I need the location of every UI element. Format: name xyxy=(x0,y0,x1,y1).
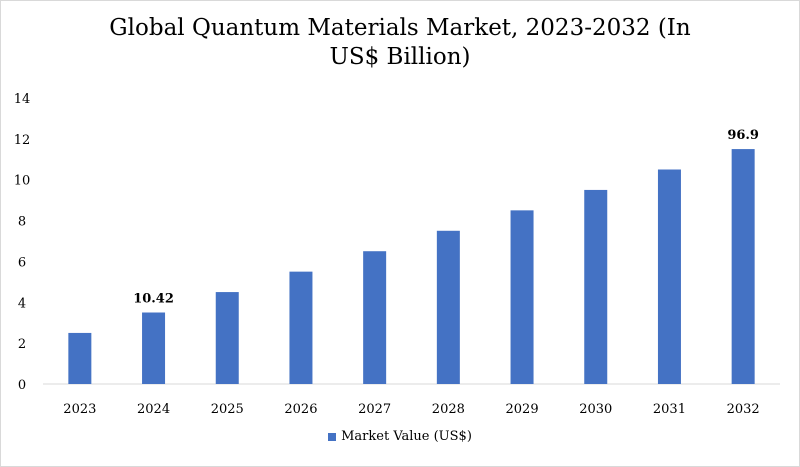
bar-2030 xyxy=(584,189,608,384)
bar-2029 xyxy=(510,210,534,384)
chart-title-line-1: Global Quantum Materials Market, 2023-20… xyxy=(109,15,691,41)
y-tick-label: 8 xyxy=(18,215,26,230)
y-tick-label: 0 xyxy=(18,378,26,393)
x-tick-label: 2023 xyxy=(63,402,96,417)
bar-2031 xyxy=(657,169,681,384)
chart-title-line-2: US$ Billion) xyxy=(329,44,471,70)
x-tick-label: 2032 xyxy=(727,402,760,417)
y-tick-label: 2 xyxy=(18,337,26,352)
x-tick-label: 2030 xyxy=(579,402,612,417)
bar-2028 xyxy=(436,230,460,384)
bar-2026 xyxy=(289,271,313,384)
x-tick-label: 2024 xyxy=(137,402,170,417)
x-tick-label: 2027 xyxy=(358,402,391,417)
y-tick-label: 4 xyxy=(18,296,26,311)
legend-swatch xyxy=(328,432,337,441)
bar-2023 xyxy=(68,332,92,384)
bar-2032 xyxy=(731,149,755,384)
legend: Market Value (US$) xyxy=(0,429,800,444)
x-tick-label: 2031 xyxy=(653,402,686,417)
y-tick-label: 6 xyxy=(18,255,26,270)
x-tick-label: 2029 xyxy=(506,402,539,417)
bar-2027 xyxy=(363,251,387,384)
legend-label: Market Value (US$) xyxy=(341,429,472,444)
x-tick-label: 2028 xyxy=(432,402,465,417)
y-tick-label: 14 xyxy=(14,92,31,107)
y-tick-label: 10 xyxy=(14,174,31,189)
y-tick-label: 12 xyxy=(14,133,31,148)
data-label-2024: 10.42 xyxy=(133,292,174,307)
chart-title: Global Quantum Materials Market, 2023-20… xyxy=(0,14,800,72)
x-tick-label: 2026 xyxy=(284,402,317,417)
bar-2025 xyxy=(215,292,239,384)
x-tick-label: 2025 xyxy=(211,402,244,417)
data-label-2032: 96.9 xyxy=(727,128,759,143)
bar-2024 xyxy=(142,312,166,384)
